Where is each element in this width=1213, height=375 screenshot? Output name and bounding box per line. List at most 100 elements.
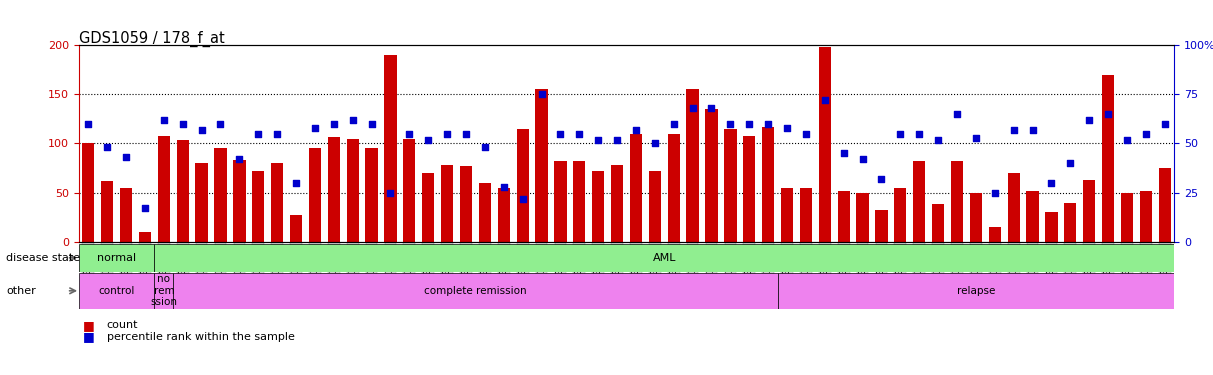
Bar xyxy=(687,89,699,242)
Point xyxy=(494,184,513,190)
Bar xyxy=(706,109,718,242)
Point xyxy=(758,121,778,127)
Point xyxy=(211,121,230,127)
Bar xyxy=(574,161,586,242)
Bar xyxy=(1083,180,1095,242)
Point xyxy=(229,156,249,162)
Point xyxy=(192,127,211,133)
Bar xyxy=(819,47,831,242)
Bar xyxy=(365,148,377,242)
Point xyxy=(551,130,570,136)
Point xyxy=(967,135,986,141)
Bar xyxy=(649,171,661,242)
Bar xyxy=(969,193,983,242)
Bar xyxy=(1064,202,1076,242)
Bar xyxy=(195,163,207,242)
Bar xyxy=(158,136,170,242)
Point xyxy=(116,154,136,160)
Bar xyxy=(724,129,736,242)
Bar xyxy=(460,166,472,242)
Point xyxy=(890,130,910,136)
Point xyxy=(399,130,418,136)
Bar xyxy=(309,148,321,242)
Bar xyxy=(1140,190,1152,242)
Point xyxy=(683,105,702,111)
Bar xyxy=(876,210,888,242)
Text: GDS1059 / 178_f_at: GDS1059 / 178_f_at xyxy=(79,31,224,47)
Point xyxy=(985,190,1004,196)
Bar xyxy=(82,144,95,242)
Bar xyxy=(1101,75,1115,242)
Text: normal: normal xyxy=(97,253,136,263)
Bar xyxy=(328,136,340,242)
Point xyxy=(645,141,665,147)
Bar xyxy=(79,244,154,272)
Text: other: other xyxy=(6,286,36,296)
Text: disease state: disease state xyxy=(6,253,80,263)
Point xyxy=(815,97,835,103)
Bar xyxy=(781,188,793,242)
Point xyxy=(154,117,173,123)
Point xyxy=(872,176,892,182)
Bar xyxy=(479,183,491,242)
Point xyxy=(570,130,590,136)
Bar xyxy=(442,165,454,242)
Bar xyxy=(1026,190,1038,242)
Text: count: count xyxy=(107,321,138,330)
Point xyxy=(740,121,759,127)
Point xyxy=(1080,117,1099,123)
Bar xyxy=(497,188,509,242)
Bar xyxy=(233,160,245,242)
Bar xyxy=(778,273,1174,309)
Point xyxy=(343,117,363,123)
Text: percentile rank within the sample: percentile rank within the sample xyxy=(107,332,295,342)
Bar xyxy=(403,138,416,242)
Point xyxy=(418,136,438,142)
Text: complete remission: complete remission xyxy=(425,286,526,296)
Point xyxy=(1099,111,1118,117)
Point xyxy=(79,121,98,127)
Bar xyxy=(79,273,154,309)
Bar xyxy=(138,232,152,242)
Bar xyxy=(154,273,173,309)
Point xyxy=(608,136,627,142)
Point xyxy=(513,196,533,202)
Bar xyxy=(290,215,302,242)
Point xyxy=(531,91,551,97)
Bar xyxy=(951,161,963,242)
Bar xyxy=(1046,212,1058,242)
Point xyxy=(835,150,854,156)
Point xyxy=(267,130,286,136)
Point xyxy=(249,130,268,136)
Point xyxy=(1060,160,1080,166)
Text: relapse: relapse xyxy=(957,286,995,296)
Point xyxy=(1023,127,1042,133)
Bar xyxy=(1008,173,1020,242)
Bar xyxy=(932,204,944,242)
Point xyxy=(910,130,929,136)
Point xyxy=(928,136,947,142)
Point xyxy=(796,130,815,136)
Text: ■: ■ xyxy=(82,330,95,343)
Bar xyxy=(762,127,774,242)
Point xyxy=(456,130,475,136)
Point xyxy=(1155,121,1174,127)
Bar xyxy=(799,188,811,242)
Point xyxy=(853,156,872,162)
Bar xyxy=(270,163,284,242)
Point xyxy=(97,144,116,150)
Bar xyxy=(667,134,679,242)
Point xyxy=(721,121,740,127)
Bar xyxy=(422,173,434,242)
Bar xyxy=(592,171,604,242)
Bar xyxy=(535,89,547,242)
Point xyxy=(702,105,722,111)
Bar xyxy=(554,161,566,242)
Point xyxy=(286,180,306,186)
Bar xyxy=(173,273,778,309)
Bar xyxy=(177,141,189,242)
Bar xyxy=(215,148,227,242)
Point xyxy=(626,127,645,133)
Bar xyxy=(744,136,756,242)
Point xyxy=(438,130,457,136)
